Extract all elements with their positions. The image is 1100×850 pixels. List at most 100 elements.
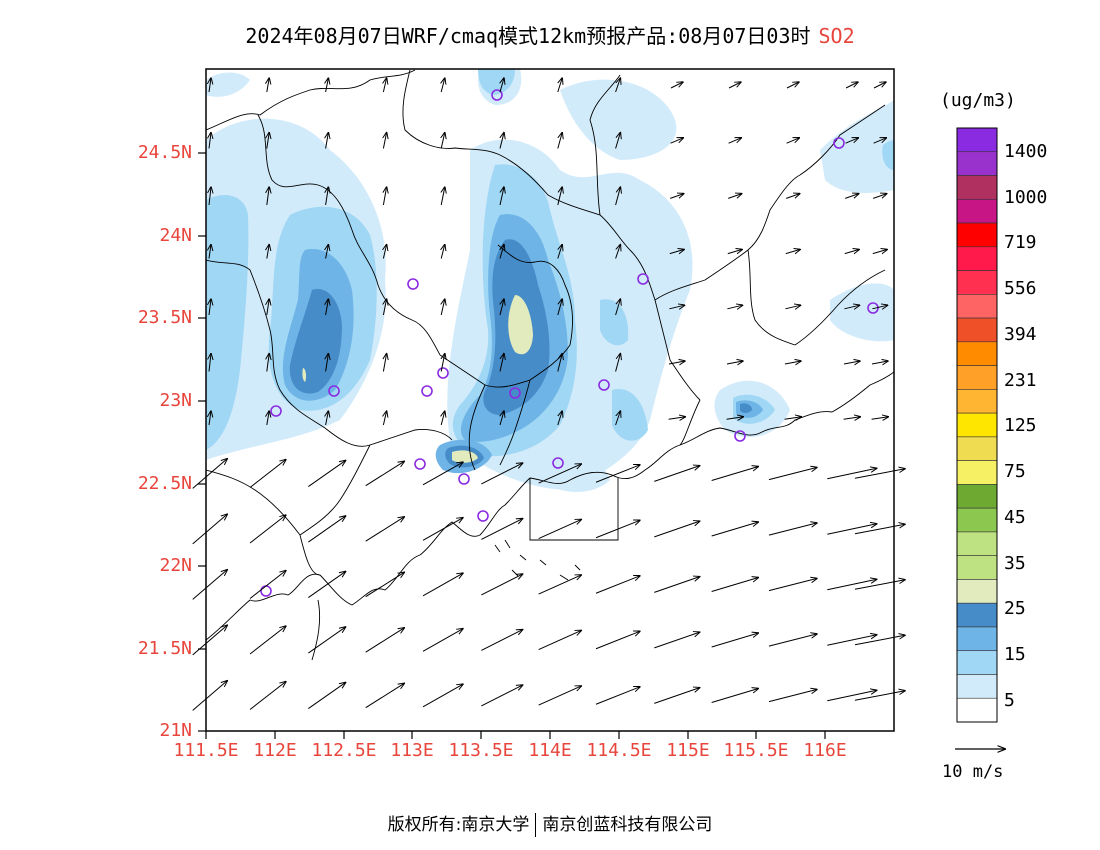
colorbar-label: 231 — [1004, 370, 1037, 391]
wind-arrow — [854, 635, 905, 646]
wind-arrow — [844, 305, 859, 309]
wind-arrow — [500, 245, 504, 259]
station-marker — [833, 137, 845, 149]
city-boundary — [497, 244, 573, 346]
wind-arrow — [441, 133, 445, 149]
station-marker — [437, 367, 449, 379]
lon-tick-label: 115E — [666, 740, 710, 761]
wind-arrow — [871, 417, 889, 419]
wind-arrow — [768, 634, 817, 647]
wind-arrow — [308, 627, 345, 654]
wind-arrow — [558, 78, 562, 93]
wind-arrow — [873, 82, 886, 89]
wind-arrow — [669, 305, 684, 309]
wind-arrow — [500, 78, 504, 93]
wind-arrow — [557, 187, 562, 206]
wind-arrow — [768, 689, 817, 703]
city-boundary — [402, 69, 501, 156]
footer-separator — [535, 813, 537, 837]
colorbar-swatch — [956, 555, 998, 580]
hk-boundary — [529, 478, 619, 541]
wind-arrow — [209, 411, 211, 426]
wind-arrow — [383, 299, 386, 316]
wind-arrow — [728, 82, 741, 89]
colorbar-swatch — [956, 246, 998, 271]
wind-arrow — [538, 686, 582, 706]
wind-arrow — [595, 631, 640, 650]
lat-tick-label: 23.5N — [137, 307, 192, 328]
wind-arrow — [209, 299, 211, 316]
colorbar-swatch — [956, 222, 998, 248]
shade-level-5 — [820, 100, 894, 193]
colorbar-label: 556 — [1004, 278, 1037, 299]
wind-arrow — [192, 514, 228, 545]
wind-arrow — [209, 78, 211, 93]
shade-level-15 — [882, 140, 894, 170]
wind-arrow — [785, 249, 800, 253]
station-marker — [867, 302, 879, 314]
wind-arrow — [615, 354, 621, 372]
wind-arrow — [538, 575, 582, 595]
wind-arrow — [557, 133, 562, 149]
wind-arrow — [308, 682, 345, 710]
wind-arrow — [481, 685, 522, 707]
wind-arrow — [267, 78, 269, 93]
axis-ticks — [198, 152, 826, 739]
shade-level-35 — [740, 403, 752, 413]
wind-arrow — [654, 577, 699, 593]
lat-tick-label: 21.5N — [137, 638, 192, 659]
colorbar-label: 45 — [1004, 507, 1026, 528]
city-boundary — [589, 74, 621, 216]
concentration-field — [206, 69, 894, 492]
station-marker — [260, 585, 272, 597]
footer-left: 版权所有:南京大学 — [387, 815, 530, 835]
wind-arrow — [727, 305, 742, 309]
wind-arrow — [843, 417, 861, 419]
station-marker — [407, 278, 419, 290]
island — [494, 539, 581, 581]
shade-level-15 — [206, 195, 249, 450]
lon-tick-label: 112.5E — [311, 740, 377, 761]
wind-arrow — [365, 517, 405, 542]
wind-arrow — [768, 578, 817, 592]
wind-arrow — [192, 681, 228, 711]
station-marker — [477, 510, 489, 522]
wind-arrow — [441, 354, 445, 372]
wind-arrow — [267, 187, 269, 206]
colorbar-swatch — [956, 579, 998, 604]
wind-arrow — [843, 361, 860, 364]
wind-arrow — [728, 194, 742, 199]
wind-arrow — [249, 626, 286, 655]
wind-arrow — [854, 580, 905, 590]
lat-tick-label: 22.5N — [137, 473, 192, 494]
station-marker — [414, 458, 426, 470]
station-marker — [552, 457, 564, 469]
lat-tick-label: 23N — [159, 390, 192, 411]
city-boundary — [468, 384, 486, 471]
colorbar-swatch — [956, 175, 998, 200]
wind-arrow — [326, 245, 329, 259]
colorbar-swatch — [956, 127, 998, 153]
wind-arrow — [267, 245, 269, 259]
wind-arrow — [845, 194, 859, 199]
wind-arrow — [267, 133, 269, 149]
island — [311, 599, 321, 661]
wind-arrow — [827, 579, 876, 591]
wind-arrow — [786, 194, 800, 199]
shade-level-5 — [560, 79, 677, 160]
station-markers — [260, 89, 879, 597]
city-boundary — [499, 154, 631, 251]
lat-tick-label: 22N — [159, 555, 192, 576]
colorbar-swatch — [956, 602, 998, 628]
wind-arrow — [209, 354, 211, 372]
wind-arrow — [481, 519, 522, 540]
wind-arrow — [854, 691, 905, 701]
city-boundary — [206, 469, 301, 536]
wind-arrow — [326, 411, 329, 426]
wind-arrow — [872, 249, 887, 253]
wind-arrow — [500, 133, 504, 149]
city-boundary — [299, 534, 321, 576]
wind-arrow — [192, 625, 228, 656]
wind-arrow — [557, 354, 562, 372]
